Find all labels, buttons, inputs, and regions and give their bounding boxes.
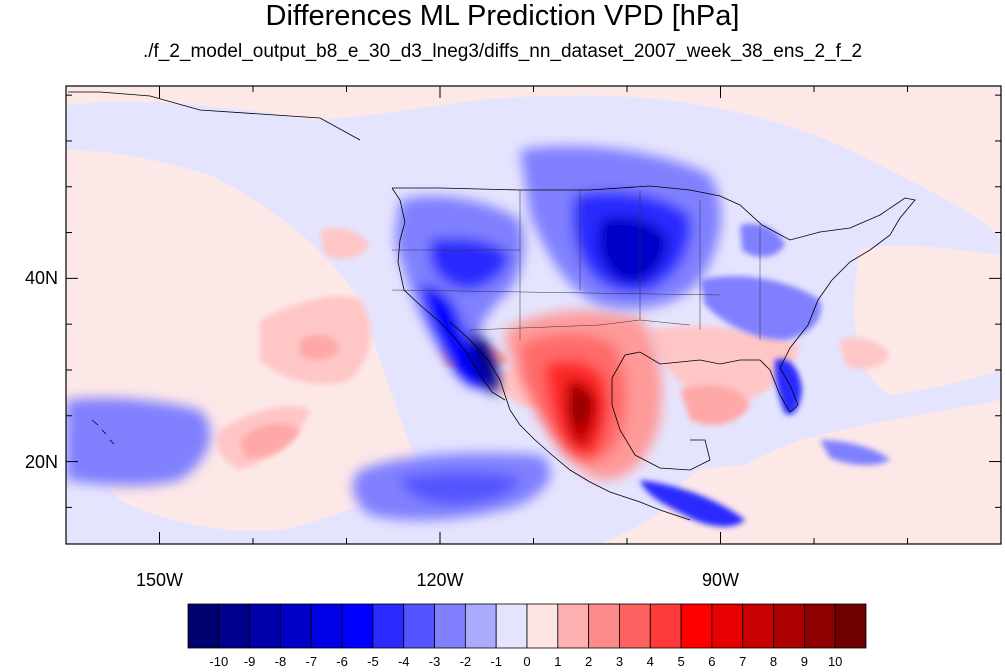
colorbar-swatch [372,603,405,649]
lon-label: 120W [416,570,464,590]
lat-label: 20N [24,451,58,472]
coastlines [68,91,916,521]
mexico-warm-anomaly [505,310,662,480]
colorbar-level-label: 4 [646,654,654,669]
colorbar-swatch [557,603,590,649]
colorbar-swatch [403,603,435,649]
map-title: Differences ML Prediction VPD [hPa] [265,0,740,32]
colorbar-level-label: 0 [523,654,531,669]
colorbar-swatch [803,603,836,649]
colorbar-level-label: 3 [615,654,624,669]
colorbar-swatch [834,603,867,649]
colorbar-swatch [464,603,497,649]
caribbean-anomaly [640,440,890,527]
colorbar-level-label: -3 [428,654,441,669]
colorbar-swatch [588,603,620,649]
colorbar-swatch [341,603,374,649]
colorbar-level-label: 6 [708,654,716,669]
lon-label: 150W [135,570,184,590]
colorbar-level-label: 10 [827,654,843,669]
colorbar-swatch [773,603,805,649]
colorbar-level-label: -6 [336,654,348,669]
colorbar-level-label: -7 [305,654,318,669]
colorbar-level-label: 1 [554,654,562,669]
colorbar-swatch [742,603,774,649]
colorbar-level-label: -4 [397,654,410,669]
state-borders [391,190,761,340]
map-subtitle: ./f_2_model_output_b8_e_30_d3_lneg3/diff… [142,41,863,62]
colorbar-level-label: -9 [243,654,256,669]
colorbar-level-label: 2 [585,654,593,669]
colorbar-level-label: -1 [490,654,502,669]
colorbar-level-label: 8 [769,654,778,669]
pacific-cold-anomaly [66,398,551,521]
colorbar [187,603,867,649]
axis-ticks [65,86,1002,544]
east-cold-anomaly [700,223,821,415]
colorbar-swatch [495,603,528,649]
colorbar-swatch [526,603,559,649]
colorbar-level-label: -8 [274,654,287,669]
west-cold-anomaly [395,196,524,395]
lon-label: 90W [701,570,739,590]
filled-contours [66,86,1001,544]
colorbar-level-label: 7 [739,654,747,669]
north-central-cold-anomaly [520,146,721,309]
colorbar-swatch [249,603,281,649]
colorbar-level-label: -5 [367,654,379,669]
colorbar-level-label: -10 [209,654,229,669]
lat-label: 40N [24,268,58,289]
colorbar-swatch [310,603,343,649]
colorbar-swatch [187,603,220,649]
colorbar-swatch [711,603,744,649]
colorbar-level-label: 9 [800,654,808,669]
colorbar-swatch [218,603,251,649]
colorbar-level-label: -2 [459,654,472,669]
colorbar-swatch [434,603,466,649]
colorbar-swatch [680,603,713,649]
colorbar-swatch [619,603,651,649]
colorbar-swatch [280,603,312,649]
colorbar-swatch [649,603,682,649]
colorbar-level-label: 5 [677,654,685,669]
